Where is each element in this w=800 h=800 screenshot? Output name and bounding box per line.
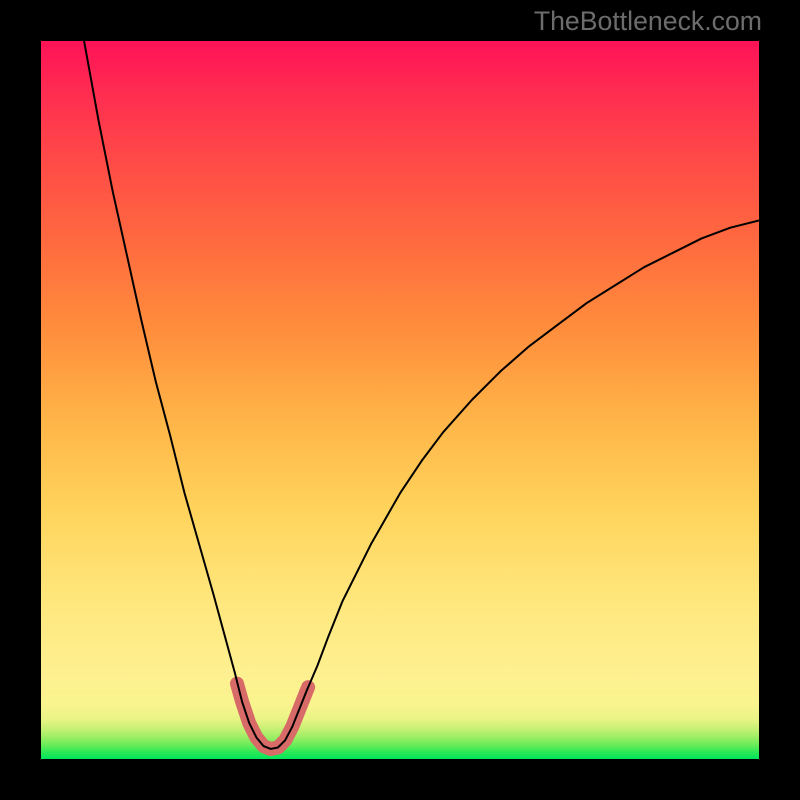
watermark-text: TheBottleneck.com [534, 6, 762, 37]
chart-stage: TheBottleneck.com [0, 0, 800, 800]
bottleneck-curve [84, 41, 759, 749]
curve-layer [41, 41, 759, 759]
plot-area [41, 41, 759, 759]
